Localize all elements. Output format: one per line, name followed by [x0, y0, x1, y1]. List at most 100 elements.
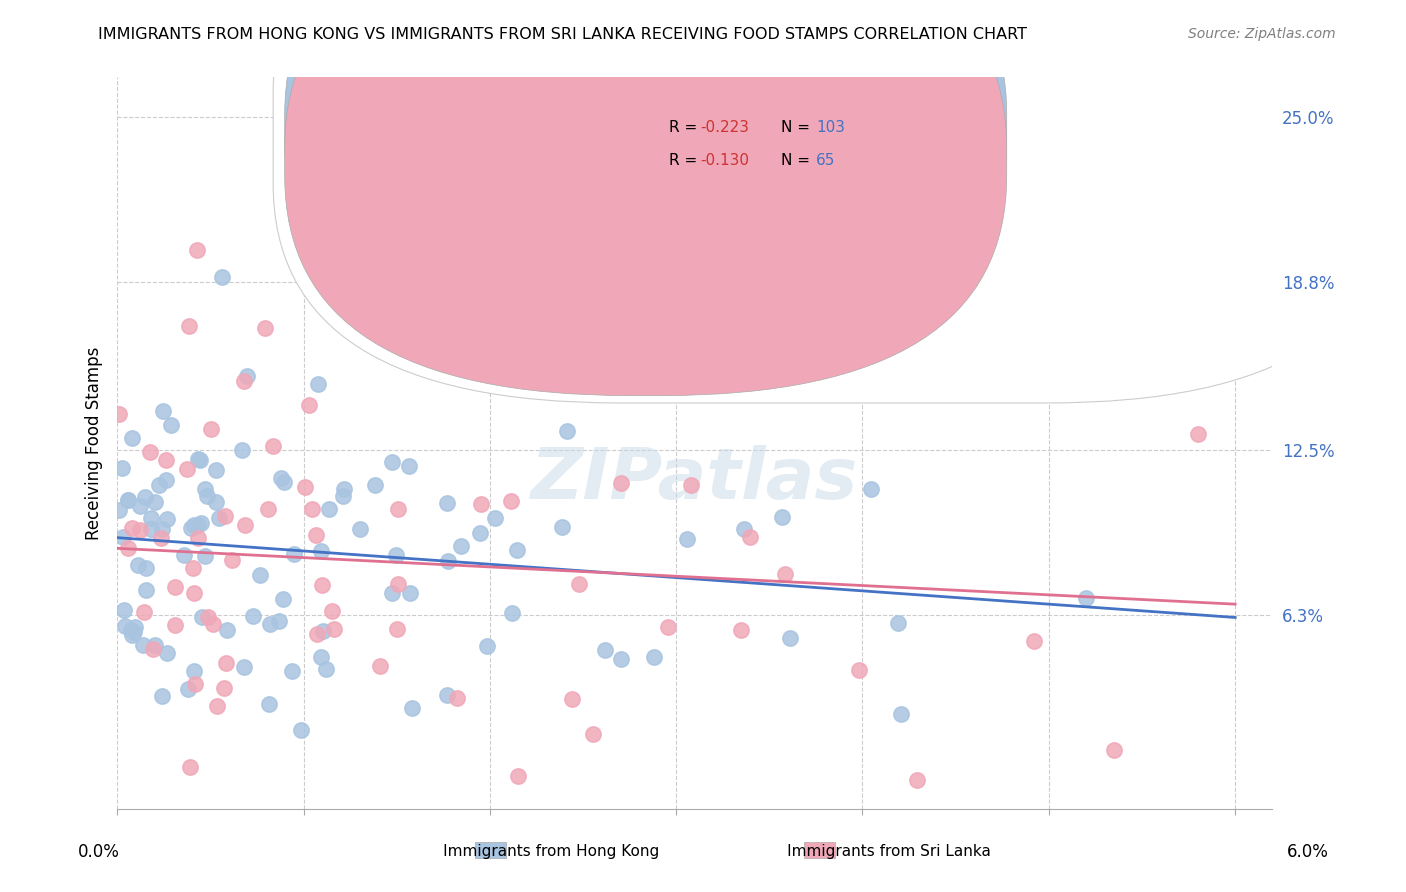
- Point: [186, 244, 208, 258]
- Text: ZIPatlas: ZIPatlas: [531, 445, 859, 515]
- Point: [152, 522, 174, 536]
- Text: -0.223: -0.223: [700, 120, 749, 135]
- Bar: [475, 842, 506, 858]
- Point: [1024, 634, 1046, 648]
- Point: [190, 516, 212, 531]
- Point: [187, 532, 209, 546]
- Point: [567, 376, 589, 391]
- Point: [127, 558, 149, 573]
- Point: [124, 624, 146, 639]
- Point: [610, 651, 633, 665]
- Point: [259, 617, 281, 632]
- Point: [233, 517, 256, 532]
- Point: [848, 663, 870, 677]
- Text: R =: R =: [669, 153, 697, 168]
- Point: [568, 576, 591, 591]
- Point: [221, 553, 243, 567]
- Point: [120, 623, 142, 637]
- Point: [121, 628, 143, 642]
- Point: [163, 618, 186, 632]
- Point: [301, 501, 323, 516]
- Point: [183, 518, 205, 533]
- Point: [468, 525, 491, 540]
- Point: [200, 422, 222, 436]
- Point: [135, 583, 157, 598]
- Text: Source: ZipAtlas.com: Source: ZipAtlas.com: [1188, 27, 1336, 41]
- Point: [183, 586, 205, 600]
- Point: [141, 522, 163, 536]
- Point: [180, 521, 202, 535]
- Text: 6.0%: 6.0%: [1286, 843, 1329, 861]
- Point: [450, 539, 472, 553]
- Point: [117, 541, 139, 555]
- Point: [551, 520, 574, 534]
- Point: [176, 462, 198, 476]
- Point: [139, 445, 162, 459]
- Point: [290, 723, 312, 737]
- Point: [506, 769, 529, 783]
- Point: [201, 616, 224, 631]
- Point: [156, 646, 179, 660]
- Point: [159, 418, 181, 433]
- Point: [257, 501, 280, 516]
- Point: [582, 727, 605, 741]
- Text: -0.130: -0.130: [700, 153, 749, 168]
- Point: [505, 543, 527, 558]
- Point: [205, 463, 228, 477]
- Point: [437, 554, 460, 568]
- Point: [315, 662, 337, 676]
- Point: [150, 689, 173, 703]
- Text: Immigrants from Sri Lanka: Immigrants from Sri Lanka: [752, 845, 991, 859]
- Point: [298, 398, 321, 412]
- Point: [387, 501, 409, 516]
- Point: [187, 517, 209, 532]
- Point: [385, 622, 408, 636]
- Point: [555, 424, 578, 438]
- Point: [128, 523, 150, 537]
- Bar: [804, 842, 835, 858]
- Point: [322, 622, 344, 636]
- Point: [111, 530, 134, 544]
- Point: [387, 577, 409, 591]
- Point: [271, 591, 294, 606]
- Point: [211, 269, 233, 284]
- Point: [114, 619, 136, 633]
- Point: [333, 482, 356, 496]
- Point: [117, 492, 139, 507]
- Point: [887, 616, 910, 631]
- Point: [155, 453, 177, 467]
- Point: [267, 614, 290, 628]
- Text: 0.0%: 0.0%: [77, 843, 120, 861]
- Text: R =: R =: [669, 120, 697, 135]
- Point: [368, 659, 391, 673]
- Point: [501, 606, 523, 620]
- Point: [321, 605, 343, 619]
- Point: [253, 320, 276, 334]
- Point: [679, 478, 702, 492]
- Point: [143, 494, 166, 508]
- Point: [173, 548, 195, 562]
- Point: [190, 610, 212, 624]
- Point: [1104, 743, 1126, 757]
- Point: [270, 471, 292, 485]
- Y-axis label: Receiving Food Stamps: Receiving Food Stamps: [86, 346, 103, 540]
- Point: [217, 623, 239, 637]
- Point: [657, 620, 679, 634]
- Point: [142, 641, 165, 656]
- Text: IMMIGRANTS FROM HONG KONG VS IMMIGRANTS FROM SRI LANKA RECEIVING FOOD STAMPS COR: IMMIGRANTS FROM HONG KONG VS IMMIGRANTS …: [98, 27, 1028, 42]
- Point: [205, 495, 228, 509]
- Point: [152, 404, 174, 418]
- Point: [484, 510, 506, 524]
- Point: [307, 376, 329, 391]
- Point: [190, 453, 212, 467]
- FancyBboxPatch shape: [273, 0, 1393, 403]
- Point: [436, 688, 458, 702]
- Point: [132, 638, 155, 652]
- Point: [232, 374, 254, 388]
- Point: [149, 532, 172, 546]
- Point: [108, 503, 131, 517]
- Point: [194, 482, 217, 496]
- Point: [446, 691, 468, 706]
- Point: [124, 619, 146, 633]
- Point: [129, 499, 152, 513]
